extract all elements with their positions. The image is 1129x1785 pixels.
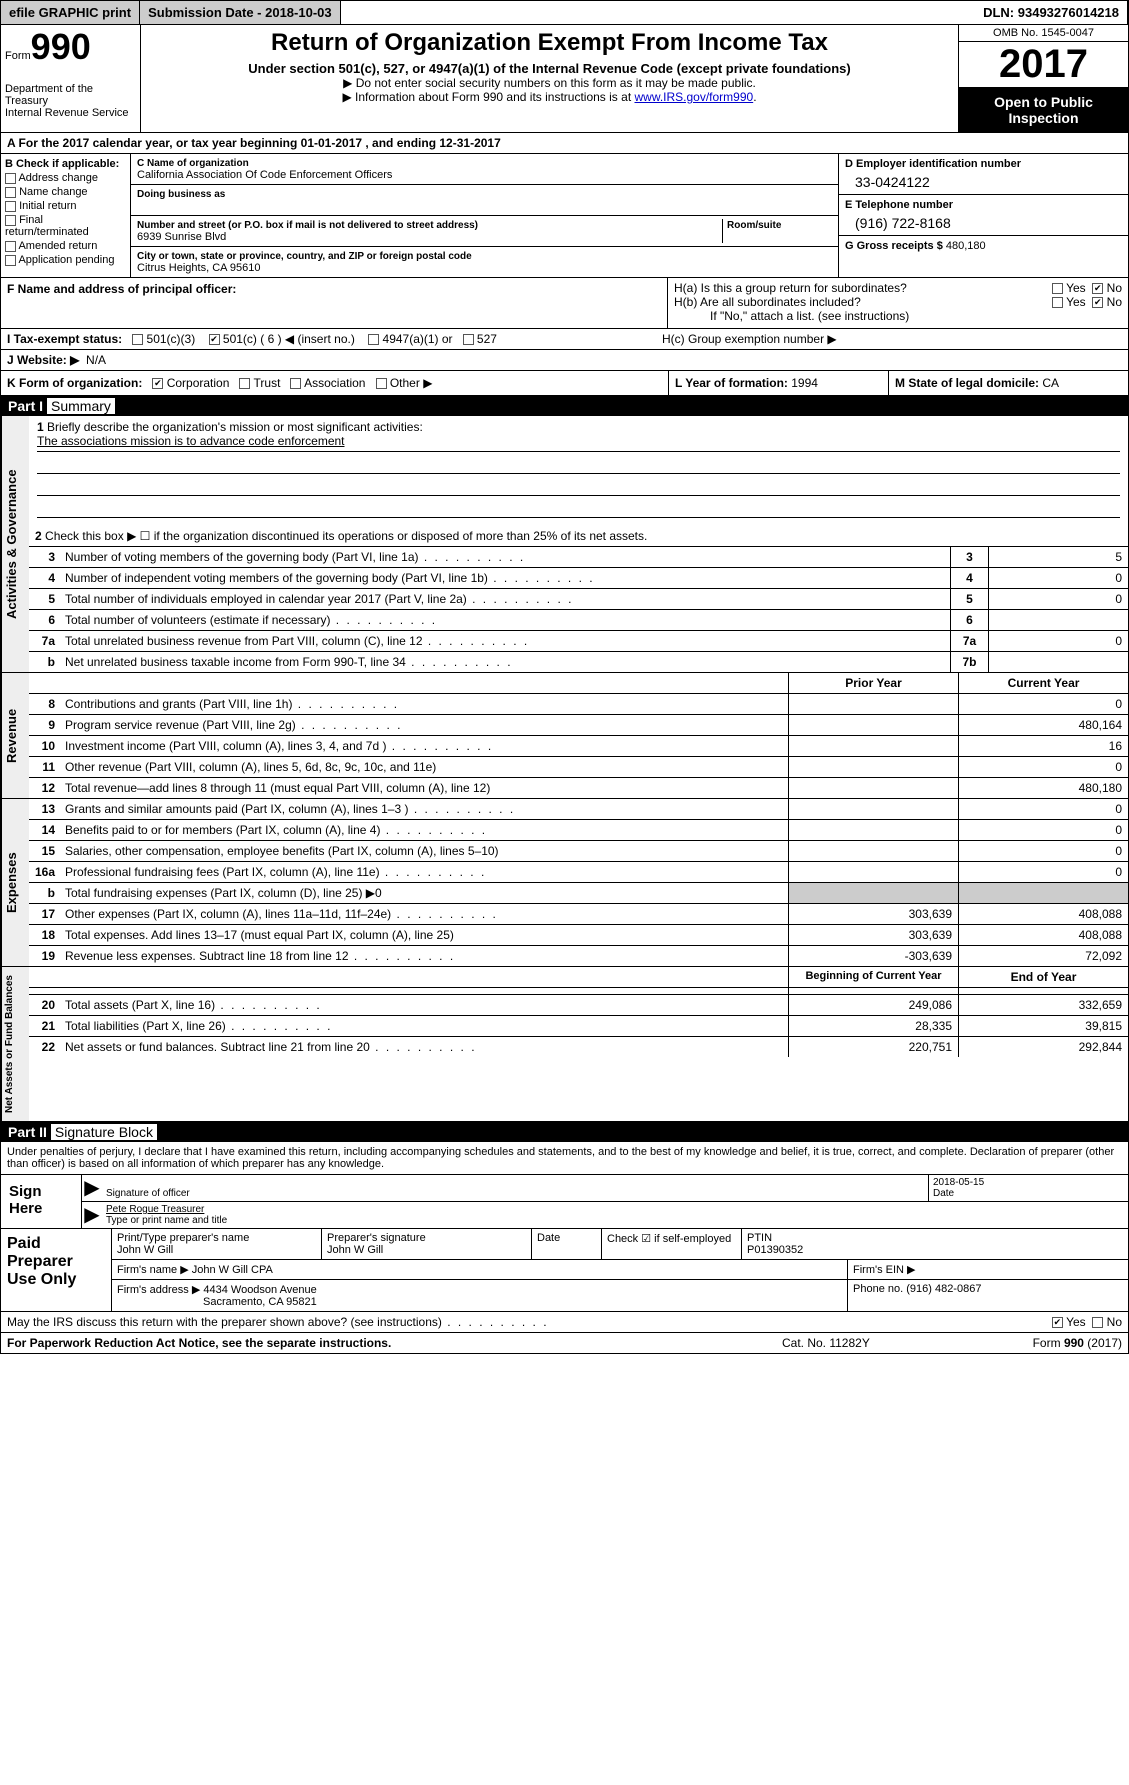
revenue-section: Revenue Prior YearCurrent Year 8Contribu… bbox=[0, 673, 1129, 799]
expenses-section: Expenses 13Grants and similar amounts pa… bbox=[0, 799, 1129, 967]
col-b: B Check if applicable: Address change Na… bbox=[1, 154, 131, 277]
governance-section: Activities & Governance 1 Briefly descri… bbox=[0, 416, 1129, 673]
submission-date: Submission Date - 2018-10-03 bbox=[140, 1, 341, 24]
block-bcdefg: B Check if applicable: Address change Na… bbox=[0, 154, 1129, 278]
part2-hdr: Part IISignature Block bbox=[0, 1122, 1129, 1142]
row-i: I Tax-exempt status: 501(c)(3) ✔ 501(c) … bbox=[0, 329, 1129, 350]
part1-hdr: Part ISummary bbox=[0, 396, 1129, 416]
form-header: Form990 Department of the Treasury Inter… bbox=[0, 25, 1129, 133]
exp-tab: Expenses bbox=[1, 799, 29, 966]
paid-preparer: Paid Preparer Use Only Print/Type prepar… bbox=[0, 1229, 1129, 1312]
form-title: Return of Organization Exempt From Incom… bbox=[149, 29, 950, 57]
irs-discuss: May the IRS discuss this return with the… bbox=[0, 1312, 1129, 1333]
footer: For Paperwork Reduction Act Notice, see … bbox=[0, 1333, 1129, 1354]
declaration: Under penalties of perjury, I declare th… bbox=[0, 1142, 1129, 1175]
netassets-section: Net Assets or Fund Balances Beginning of… bbox=[0, 967, 1129, 1122]
row-a: A For the 2017 calendar year, or tax yea… bbox=[0, 133, 1129, 154]
dln: DLN: 93493276014218 bbox=[975, 1, 1128, 24]
sign-here: Sign Here ▶Signature of officer2018-05-1… bbox=[0, 1175, 1129, 1229]
rev-tab: Revenue bbox=[1, 673, 29, 798]
col-c: C Name of organizationCalifornia Associa… bbox=[131, 154, 838, 277]
top-bar: efile GRAPHIC print Submission Date - 20… bbox=[0, 0, 1129, 25]
efile-btn[interactable]: efile GRAPHIC print bbox=[1, 1, 140, 24]
row-j: J Website: ▶ N/A bbox=[0, 350, 1129, 371]
row-k: K Form of organization: ✔ Corporation Tr… bbox=[0, 371, 1129, 396]
net-tab: Net Assets or Fund Balances bbox=[1, 967, 29, 1121]
gov-tab: Activities & Governance bbox=[1, 416, 29, 672]
form-year-block: OMB No. 1545-0047 2017 Open to Public In… bbox=[958, 25, 1128, 132]
col-d: D Employer identification number33-04241… bbox=[838, 154, 1128, 277]
form-id: Form990 Department of the Treasury Inter… bbox=[1, 25, 141, 132]
irs-link[interactable]: www.IRS.gov/form990 bbox=[634, 90, 753, 104]
form-title-block: Return of Organization Exempt From Incom… bbox=[141, 25, 958, 132]
block-fh: F Name and address of principal officer:… bbox=[0, 278, 1129, 329]
mission: 1 Briefly describe the organization's mi… bbox=[29, 416, 1128, 526]
